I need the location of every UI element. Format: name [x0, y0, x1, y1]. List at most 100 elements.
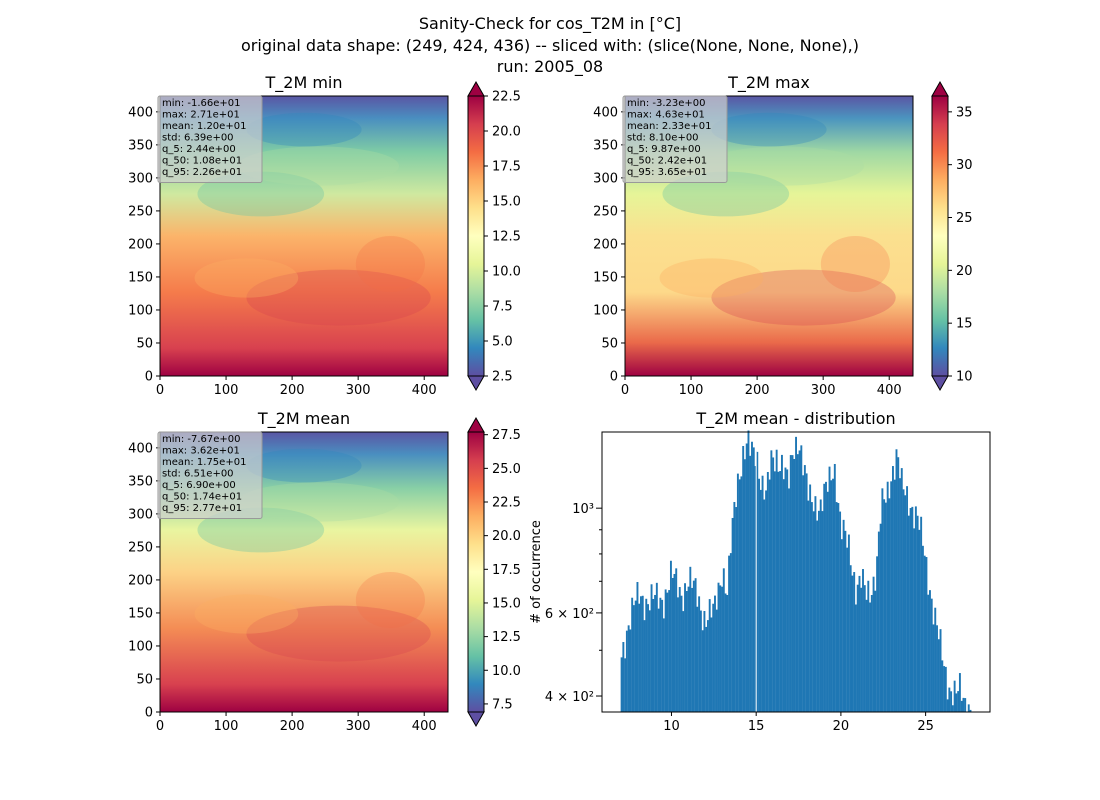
histogram-bar-38: [687, 586, 690, 712]
stats-line-6: q_95: 2.77e+01: [162, 503, 242, 514]
histogram-bar-61: [728, 555, 731, 712]
histogram-bar-13: [643, 620, 646, 712]
stats-line-2: mean: 1.20e+01: [162, 121, 246, 132]
x-tick-label-2: 200: [280, 719, 305, 734]
x-tick-label-3: 300: [346, 383, 371, 398]
histogram-bar-43: [696, 606, 699, 712]
histogram-bar-90: [779, 471, 782, 712]
histogram-bar-18: [652, 598, 655, 712]
stats-line-6: q_95: 2.26e+01: [162, 167, 242, 178]
stats-line-2: mean: 1.75e+01: [162, 457, 246, 468]
colorbar-extend-min: [467, 375, 485, 392]
colorbar-tick-label-7: 25.0: [492, 462, 521, 477]
histogram-bar-187: [950, 691, 953, 712]
histogram-bar-151: [886, 481, 889, 712]
y-tick-label-5: 250: [128, 540, 153, 555]
histogram-bar-186: [948, 687, 951, 712]
histogram-title: T_2M mean - distribution: [695, 409, 895, 429]
map-texture-2: [246, 605, 431, 662]
histogram-bar-155: [893, 479, 896, 712]
histogram-bar-153: [890, 481, 893, 712]
histogram-bar-173: [925, 557, 928, 712]
map-frame-1: [624, 95, 914, 377]
colorbar-tick-label-2: 12.5: [492, 630, 521, 645]
y-tick-label-1: 50: [601, 336, 618, 351]
stats-line-2: mean: 2.33e+01: [627, 121, 711, 132]
colorbar-1: 10 15 20 25 30 35: [931, 80, 973, 392]
map-texture-1: [237, 482, 400, 522]
histogram-bar-46: [701, 630, 704, 712]
histogram-bar-124: [839, 511, 842, 712]
colorbar-tick-label-8: 27.5: [492, 428, 521, 443]
histogram-bar-111: [816, 520, 819, 712]
histogram-bar-100: [796, 454, 799, 712]
y-tick-label-1: 50: [136, 336, 153, 351]
histogram-bar-157: [897, 457, 900, 712]
histogram-bar-156: [895, 449, 898, 712]
histogram-bar-42: [694, 578, 697, 712]
map-texture-4: [355, 236, 425, 292]
figure-title-line-2: original data shape: (249, 424, 436) -- …: [241, 36, 859, 55]
stats-box-2: [157, 431, 263, 519]
histogram-bar-170: [920, 516, 923, 712]
histogram-bar-147: [879, 523, 882, 712]
y-tick-label-5: 250: [593, 204, 618, 219]
histogram-bar-31: [675, 568, 678, 712]
histogram-bar-142: [870, 594, 873, 712]
colorbar-tick-label-0: 2.5: [492, 370, 513, 385]
y-tick-label-4: 200: [128, 237, 153, 252]
y-tick-label-3: 150: [593, 270, 618, 285]
colorbar-tick-label-5: 15.0: [492, 195, 521, 210]
histogram-bar-79: [759, 489, 762, 712]
heatmap-panel-1: T_2M max 0 100 200 300 400 0 50 100 150 200 250 300 3…: [593, 73, 972, 398]
colorbar-tick-label-6: 22.5: [492, 496, 521, 511]
stats-line-4: q_5: 2.44e+00: [162, 144, 236, 155]
map-texture-2: [246, 269, 431, 326]
histogram-bar-71: [745, 443, 748, 712]
colorbar-tick-label-1: 10.0: [492, 664, 521, 679]
histogram-bar-48: [705, 626, 708, 712]
histogram-bar-160: [902, 489, 905, 712]
histogram-bar-85: [770, 450, 773, 712]
colorbar-gradient: [468, 432, 484, 712]
histogram-bar-113: [819, 499, 822, 712]
histogram-bar-19: [654, 594, 657, 712]
histogram-bar-188: [951, 705, 954, 712]
y-tick-label-0: 0: [145, 370, 153, 385]
histogram-bar-179: [936, 625, 938, 712]
map-texture-3: [194, 258, 299, 298]
histogram-bar-150: [884, 502, 887, 712]
histogram-bar-146: [877, 531, 880, 712]
map-texture-5: [246, 112, 362, 147]
histogram-bar-98: [793, 458, 796, 712]
colorbar-tick-label-0: 10: [956, 370, 973, 385]
histogram-bar-72: [747, 430, 750, 712]
histogram-bar-36: [684, 583, 686, 712]
histogram-bar-134: [856, 584, 859, 712]
histogram-bar-168: [916, 515, 919, 712]
map-texture-3: [659, 258, 764, 298]
histogram-bar-50: [708, 599, 711, 712]
colorbar-extend-min: [931, 375, 949, 392]
histogram-panel: T_2M mean - distribution 10 15 20 25 4 × 10² 6…: [529, 409, 991, 734]
histogram-bar-25: [664, 589, 667, 712]
hist-y-tick-label-1: 6 × 10²: [545, 607, 594, 622]
map-texture-4: [820, 236, 890, 292]
x-tick-label-0: 0: [156, 719, 164, 734]
histogram-bar-104: [803, 465, 806, 712]
histogram-bar-108: [810, 502, 813, 712]
histogram-bar-52: [712, 603, 715, 712]
histogram-bar-37: [685, 591, 688, 712]
histogram-bar-176: [930, 598, 933, 712]
histogram-bar-144: [874, 590, 877, 712]
colorbar-tick-label-5: 35: [956, 105, 973, 120]
hist-y-tick-label-0: 4 × 10²: [545, 690, 594, 705]
histogram-bar-131: [851, 575, 854, 712]
stats-line-5: q_50: 1.74e+01: [162, 492, 242, 503]
y-tick-label-6: 300: [128, 507, 153, 522]
y-tick-label-7: 350: [128, 474, 153, 489]
colorbar-tick-label-4: 17.5: [492, 563, 521, 578]
stats-line-5: q_50: 1.08e+01: [162, 156, 242, 167]
colorbar-tick-label-2: 20: [956, 264, 973, 279]
stats-box-0: [157, 95, 263, 183]
